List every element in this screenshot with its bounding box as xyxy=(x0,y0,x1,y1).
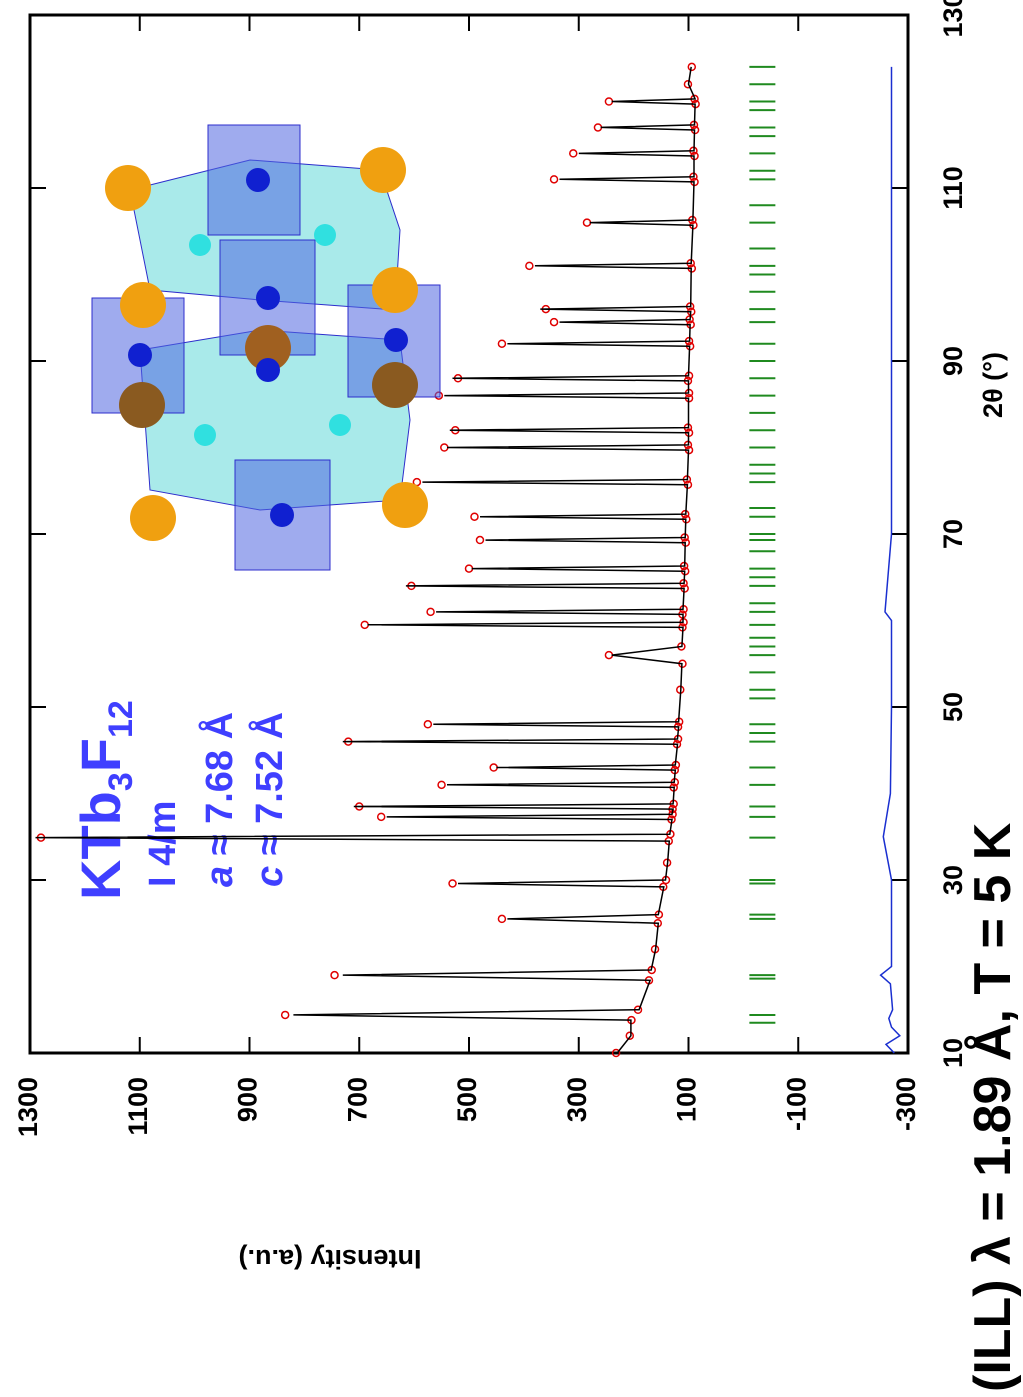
observed-point xyxy=(376,812,386,822)
observed-point xyxy=(489,763,498,772)
observed-point xyxy=(360,620,369,630)
y-tick-label: 700 xyxy=(342,1077,372,1122)
lattice-c-value: ≈ 7.52 Å xyxy=(247,712,291,866)
x-tick-label: 90 xyxy=(938,346,968,376)
atom-k xyxy=(372,362,418,408)
observed-point xyxy=(448,879,457,888)
observed-point xyxy=(604,650,614,660)
observed-point xyxy=(569,149,578,158)
y-tick-label: 1100 xyxy=(123,1077,153,1136)
observed-point xyxy=(683,79,693,89)
atom-f xyxy=(314,224,336,246)
x-tick-label: 130 xyxy=(938,0,968,38)
observed-point xyxy=(582,218,592,227)
formula-part: KTb xyxy=(69,791,132,900)
space-group: I 4/m xyxy=(142,800,184,887)
atom-k xyxy=(382,482,428,528)
x-tick-label: 110 xyxy=(938,166,968,210)
atom-k xyxy=(130,495,176,541)
x-axis-label: 2θ (°) xyxy=(978,352,1008,418)
formula-part: 3 xyxy=(102,772,140,791)
atom-k xyxy=(119,382,165,428)
atom-k xyxy=(372,267,418,313)
observed-point xyxy=(625,1031,635,1040)
observed-point xyxy=(593,123,603,132)
y-tick-label: -300 xyxy=(891,1077,921,1131)
crystal-structure xyxy=(91,124,441,571)
footer: (ILL) λ = 1.89 Å, T = 5 K xyxy=(964,822,1022,1392)
atom-k xyxy=(120,282,166,328)
atom-tb xyxy=(128,343,152,367)
rotated-plot: Intensity (a.u.) 2θ (°) (ILL) λ = 1.89 Å… xyxy=(13,0,1022,1392)
observed-point xyxy=(426,607,435,617)
y-tick-label: 1300 xyxy=(13,1077,43,1137)
atom-f xyxy=(189,234,211,256)
observed-point xyxy=(687,62,697,72)
atom-f xyxy=(194,424,216,446)
formula-part: 12 xyxy=(102,700,140,738)
x-tick-label: 30 xyxy=(938,865,968,895)
y-tick-label: -100 xyxy=(781,1077,811,1131)
lattice-a-value: ≈ 7.68 Å xyxy=(197,712,241,866)
atom-k xyxy=(360,147,406,193)
atom-tb xyxy=(256,358,280,382)
series-line xyxy=(35,66,697,1054)
y-axis-label: Intensity (a.u.) xyxy=(238,1244,421,1274)
observed-point xyxy=(464,564,474,573)
x-tick-label: 10 xyxy=(938,1038,968,1068)
lattice-a: a ≈ 7.68 Å xyxy=(197,712,241,887)
atom-k xyxy=(105,165,151,211)
lattice-a-symbol: a xyxy=(199,866,241,887)
formula-part: F xyxy=(69,738,132,772)
y-tick-label: 300 xyxy=(562,1077,592,1122)
observed-point xyxy=(440,443,449,452)
observed-point xyxy=(497,339,507,348)
observed-point xyxy=(423,720,433,729)
x-tick-label: 50 xyxy=(938,692,968,722)
observed-point xyxy=(549,317,559,327)
observed-point xyxy=(497,914,507,924)
atom-f xyxy=(329,414,351,436)
observed-point xyxy=(280,1010,290,1020)
y-tick-label: 900 xyxy=(233,1077,263,1122)
observed-point xyxy=(475,535,485,545)
observed-point xyxy=(470,512,479,521)
atom-tb xyxy=(246,168,270,192)
lattice-c: c ≈ 7.52 Å xyxy=(247,712,291,887)
atom-tb xyxy=(256,286,280,310)
y-tick-label: 100 xyxy=(672,1077,702,1122)
observed-point xyxy=(611,1048,621,1058)
observed-point xyxy=(437,780,446,790)
y-tick-label: 500 xyxy=(452,1077,482,1122)
observed-point xyxy=(525,261,534,271)
lattice-c-symbol: c xyxy=(249,866,291,887)
atom-k xyxy=(245,325,291,371)
observed-point xyxy=(330,970,339,980)
series-line xyxy=(879,66,901,1054)
observed-point xyxy=(549,175,559,184)
atom-tb xyxy=(270,503,294,527)
formula: KTb3F12 xyxy=(69,700,140,900)
observed-point xyxy=(604,97,614,106)
atom-tb xyxy=(384,328,408,352)
x-tick-label: 70 xyxy=(938,519,968,549)
